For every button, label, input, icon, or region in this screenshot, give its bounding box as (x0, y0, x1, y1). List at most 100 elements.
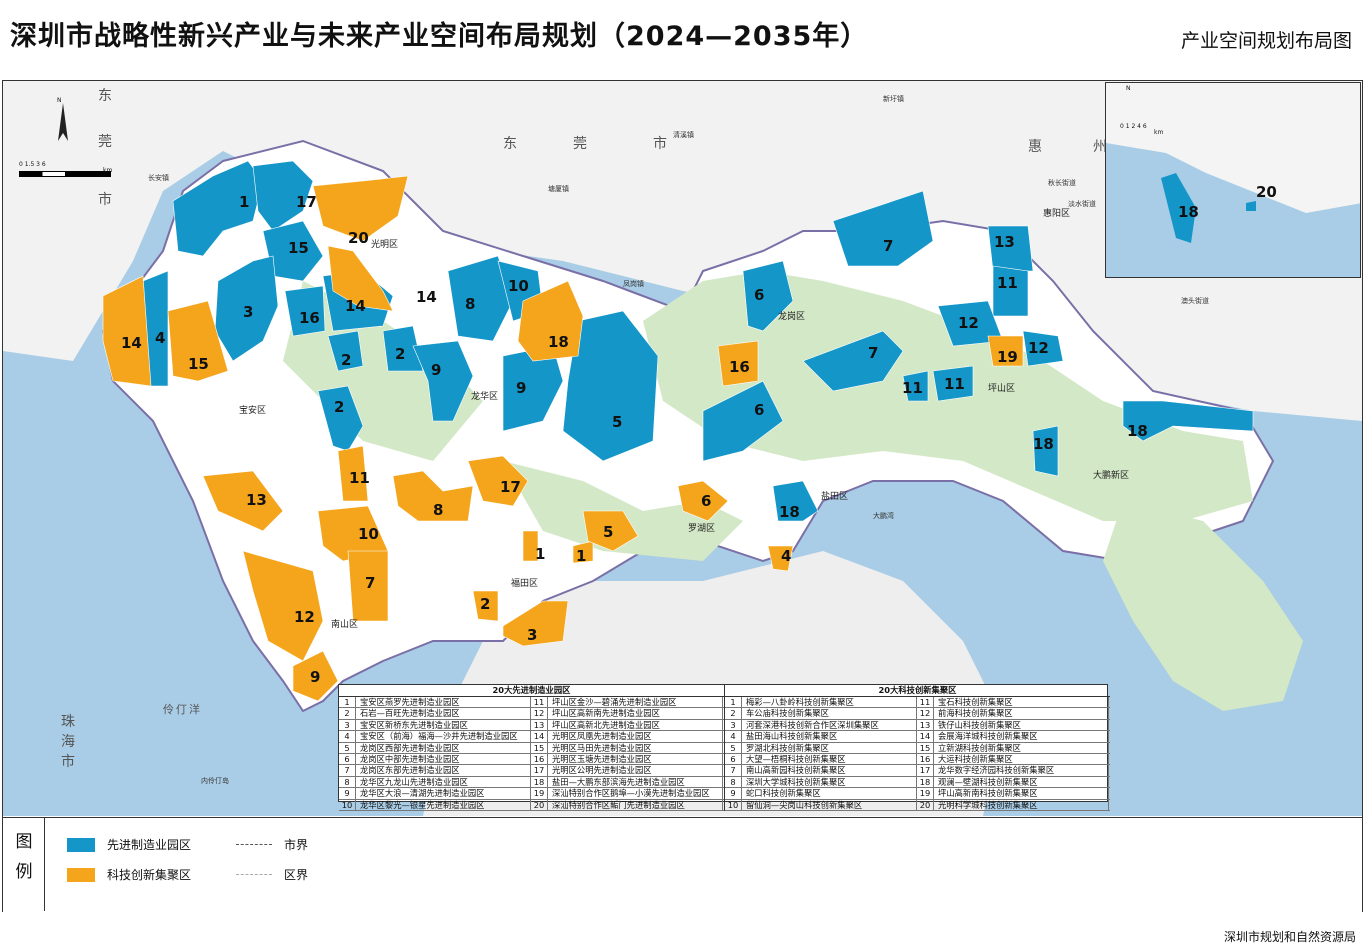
table-cell: 坪山区高新北先进制造业园区 (548, 719, 723, 731)
table-cell: 龙华区黎光—银星先进制造业园区 (356, 799, 531, 810)
table-cell: 大望—梧桐科技创新集聚区 (742, 753, 917, 765)
orange-zone-number: 7 (365, 574, 376, 592)
orange-zone-15 (167, 300, 229, 382)
blue-zone-number: 2 (341, 351, 352, 369)
table-row: 7 南山高新园科技创新集聚区 17 龙华数字经济园科技创新集聚区 (725, 765, 1110, 777)
table-cell: 7 (725, 765, 742, 776)
blue-zone-2a (327, 330, 364, 372)
district-label: 宝安区 (239, 406, 267, 416)
sea-label: 伶仃洋 (163, 703, 202, 716)
table-cell: 宝安区（前海）福海—沙井先进制造业园区 (356, 731, 531, 742)
table-cell: 龙岗区中部先进制造业园区 (356, 753, 531, 765)
orange-zone-2 (472, 590, 499, 622)
orange-zone-16 (717, 340, 759, 387)
table-cell: 14 (917, 731, 934, 742)
table-cell: 宝安区新桥东先进制造业园区 (356, 719, 531, 731)
table-cell: 4 (725, 731, 742, 742)
inset-zone-number: 20 (1256, 183, 1277, 201)
scale-bar (19, 171, 111, 177)
orange-zone-number: 2 (480, 595, 491, 613)
orange-zone-4 (767, 545, 794, 572)
table-row: 7 龙岗区东部先进制造业园区 17 光明区公明先进制造业园区 (339, 765, 724, 777)
table-row: 10 留仙洞—尖岗山科技创新集聚区 20 光明科学城科技创新集聚区 (725, 799, 1110, 811)
table-cell: 2 (725, 708, 742, 719)
district-line-swatch (236, 874, 272, 875)
orange-zone-number: 1 (535, 545, 546, 563)
legend-orange: 科技创新集聚区 (67, 866, 191, 883)
blue-zone-number: 2 (395, 345, 406, 363)
orange-zone-14b (102, 275, 152, 387)
orange-zone-number: 18 (548, 333, 569, 351)
blue-zone-number: 6 (754, 286, 765, 304)
blue-zone-7b (802, 330, 904, 392)
table-cell: 光明区玉塘先进制造业园区 (548, 753, 723, 765)
table-row: 2 车公庙科技创新集聚区 12 前海科技创新集聚区 (725, 708, 1110, 720)
orange-zone-number: 4 (781, 547, 792, 565)
blue-zone-number: 3 (243, 303, 254, 321)
table-manufacturing: 20大先进制造业园区 1 宝安区燕罗先进制造业园区 11 坪山区金沙—碧涌先进制造业园… (339, 685, 724, 811)
table-row: 9 龙华区大浪—清湖先进制造业园区 19 深汕特别合作区鹅埠—小漠先进制造业园区 (339, 788, 724, 800)
orange-zone-number: 13 (246, 491, 267, 509)
legend (3, 817, 1362, 912)
region-label: 莞 (98, 134, 114, 150)
place-label: 秋长街道 (1048, 179, 1076, 187)
table-cell: 罗湖北科技创新集聚区 (742, 742, 917, 753)
map-subtitle: 产业空间规划布局图 (1180, 30, 1352, 52)
orange-zone-number: 10 (358, 525, 379, 543)
table-cell: 15 (917, 742, 934, 753)
district-label: 龙岗区 (778, 312, 806, 322)
blue-swatch (67, 837, 95, 852)
table-cell: 留仙洞—尖岗山科技创新集聚区 (742, 799, 917, 810)
scale-ticks: 0 1.5 3 6 (19, 161, 46, 168)
table-heading: 20大先进制造业园区 (339, 685, 724, 697)
region-label: 东 (503, 136, 519, 152)
table-cell: 南山高新园科技创新集聚区 (742, 765, 917, 776)
blue-zone-6b (702, 380, 784, 462)
orange-zone-number: 17 (500, 478, 521, 496)
blue-zone-number: 11 (902, 379, 923, 397)
orange-zone-number: 5 (603, 523, 614, 541)
table-cell: 7 (339, 765, 356, 776)
blue-zone-1 (172, 160, 264, 257)
blue-zone-9a (412, 340, 474, 422)
place-label: 长安镇 (148, 174, 169, 182)
blue-zone-number: 7 (883, 237, 894, 255)
table-cell: 宝安区燕罗先进制造业园区 (356, 697, 531, 708)
table-cell: 石岩—百旺先进制造业园区 (356, 708, 531, 719)
orange-zone-number: 9 (310, 668, 321, 686)
table-row: 10 龙华区黎光—银星先进制造业园区 20 深汕特别合作区鲘门先进制造业园区 (339, 799, 724, 811)
blue-zone-11b (902, 370, 929, 402)
table-cell: 12 (531, 708, 548, 719)
credit: 深圳市规划和自然资源局 (1223, 930, 1356, 944)
table-cell: 光明区公明先进制造业园区 (548, 765, 723, 776)
table-row: 4 宝安区（前海）福海—沙井先进制造业园区 14 光明区凤凰先进制造业园区 (339, 731, 724, 743)
main-map[interactable]: 东 莞 市 东 莞 市 惠 州 珠 海 市 光明区 龙华区 龙岗区 坪山区 宝安… (3, 81, 1362, 816)
district-label: 罗湖区 (688, 524, 716, 534)
blue-zone-8 (447, 255, 514, 342)
table-row: 5 罗湖北科技创新集聚区 15 立新湖科技创新集聚区 (725, 742, 1110, 754)
place-label: 澳头街道 (1181, 297, 1209, 305)
table-cell: 前海科技创新集聚区 (934, 708, 1109, 719)
table-cell: 深汕特别合作区鹅埠—小漠先进制造业园区 (548, 788, 723, 799)
table-cell: 18 (917, 776, 934, 788)
table-cell: 光明区马田先进制造业园区 (548, 742, 723, 753)
table-row: 4 盐田海山科技创新集聚区 14 会展海洋城科技创新集聚区 (725, 731, 1110, 743)
table-cell: 深圳大学城科技创新集聚区 (742, 776, 917, 788)
orange-zone-number: 16 (729, 358, 750, 376)
table-cell: 龙华数字经济园科技创新集聚区 (934, 765, 1109, 776)
blue-zone-6a (742, 260, 794, 332)
orange-zone-14a (327, 245, 394, 312)
region-label: 市 (653, 136, 669, 152)
blue-zone-18a (1032, 425, 1059, 477)
orange-zone-11 (337, 445, 369, 502)
table-cell: 17 (531, 765, 548, 776)
table-cell: 车公庙科技创新集聚区 (742, 708, 917, 719)
table-cell: 龙岗区东部先进制造业园区 (356, 765, 531, 776)
blue-zone-number: 14 (345, 297, 366, 315)
table-cell: 铁仔山科技创新集聚区 (934, 719, 1109, 731)
table-cell: 立新湖科技创新集聚区 (934, 742, 1109, 753)
table-cell: 18 (531, 776, 548, 788)
blue-zone-number: 18 (1127, 422, 1148, 440)
blue-zone-16 (284, 285, 326, 337)
place-label: 大鹏湾 (873, 512, 894, 520)
